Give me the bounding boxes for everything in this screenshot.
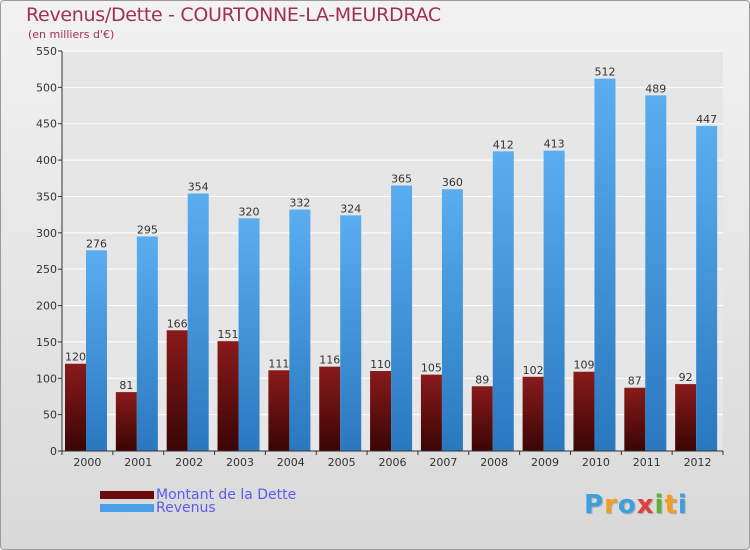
data-label-debt: 166 bbox=[167, 317, 188, 330]
bar-debt bbox=[522, 376, 544, 451]
bar-debt bbox=[268, 370, 290, 451]
bar-revenue bbox=[492, 151, 514, 451]
bar-debt bbox=[471, 386, 493, 451]
legend-item-revenue: Revenus bbox=[100, 500, 216, 516]
legend-label-revenue: Revenus bbox=[156, 500, 216, 516]
y-tick-label: 350 bbox=[36, 190, 57, 203]
legend-label-debt: Montant de la Dette bbox=[156, 487, 297, 503]
data-label-debt: 111 bbox=[268, 357, 289, 370]
data-label-debt: 151 bbox=[218, 328, 239, 341]
data-label-debt: 110 bbox=[370, 358, 391, 371]
y-tick-label: 50 bbox=[43, 409, 57, 422]
x-tick-label: 2011 bbox=[633, 456, 661, 469]
bar-revenue bbox=[136, 236, 158, 451]
data-label-debt: 116 bbox=[319, 354, 340, 367]
bar-revenue bbox=[238, 218, 260, 451]
chart-unit-subtitle: (en milliers d'€) bbox=[28, 28, 115, 41]
data-label-debt: 92 bbox=[679, 371, 693, 384]
legend-swatch-debt bbox=[100, 491, 154, 499]
x-tick-label: 2001 bbox=[124, 456, 152, 469]
data-label-revenue: 412 bbox=[493, 138, 514, 151]
data-label-revenue: 276 bbox=[86, 237, 107, 250]
bar-revenue bbox=[289, 209, 311, 451]
bar-revenue bbox=[187, 193, 209, 451]
bar-revenue bbox=[696, 125, 718, 451]
chart-title: Revenus/Dette - COURTONNE-LA-MEURDRAC bbox=[26, 4, 441, 26]
axes: 0 50 100 150 200 250 300 350 400 450 500 550 2000 200… bbox=[36, 45, 724, 469]
bar-debt bbox=[65, 363, 86, 451]
data-label-debt: 120 bbox=[65, 351, 86, 364]
data-label-debt: 105 bbox=[421, 362, 442, 375]
y-tick-label: 0 bbox=[50, 445, 57, 458]
bars: 120 276 81 295 166 354 151 320 111 332 116 324 110 36… bbox=[65, 66, 718, 452]
y-tick-label: 100 bbox=[36, 372, 57, 385]
bar-debt bbox=[115, 392, 137, 451]
logo-letter: t bbox=[664, 490, 678, 520]
bar-debt bbox=[420, 374, 442, 451]
x-tick-label: 2005 bbox=[328, 456, 356, 469]
data-label-debt: 87 bbox=[628, 375, 642, 388]
x-tick-label: 2007 bbox=[429, 456, 457, 469]
bar-debt bbox=[370, 371, 392, 451]
y-tick-label: 250 bbox=[36, 263, 57, 276]
logo-letter: x bbox=[636, 490, 655, 520]
data-label-revenue: 295 bbox=[137, 223, 158, 236]
data-label-revenue: 489 bbox=[645, 82, 666, 95]
data-label-revenue: 360 bbox=[442, 176, 463, 189]
bar-revenue bbox=[340, 215, 362, 451]
proxiti-logo: Proxiti bbox=[584, 490, 688, 520]
bar-revenue bbox=[645, 95, 667, 451]
data-label-revenue: 332 bbox=[289, 197, 310, 210]
x-tick-label: 2012 bbox=[684, 456, 712, 469]
legend-swatch-revenue bbox=[100, 504, 154, 512]
bar-revenue bbox=[594, 78, 616, 452]
x-tick-label: 2006 bbox=[379, 456, 407, 469]
bar-debt bbox=[166, 330, 188, 451]
x-tick-label: 2000 bbox=[73, 456, 101, 469]
y-tick-label: 150 bbox=[36, 336, 57, 349]
data-label-revenue: 365 bbox=[391, 173, 412, 186]
data-label-debt: 89 bbox=[475, 373, 489, 386]
y-tick-label: 200 bbox=[36, 300, 57, 313]
data-label-revenue: 512 bbox=[594, 66, 615, 79]
data-label-debt: 102 bbox=[523, 364, 544, 377]
y-tick-label: 450 bbox=[36, 118, 57, 131]
bar-debt bbox=[624, 387, 646, 451]
bar-debt bbox=[675, 384, 697, 451]
logo-letter: P bbox=[584, 490, 605, 520]
x-tick-label: 2002 bbox=[175, 456, 203, 469]
bar-debt bbox=[319, 366, 341, 451]
x-tick-label: 2009 bbox=[531, 456, 559, 469]
bar-debt bbox=[573, 371, 595, 451]
data-label-revenue: 354 bbox=[188, 181, 209, 194]
logo-letter: i bbox=[654, 490, 665, 520]
bar-debt bbox=[217, 341, 239, 451]
x-tick-label: 2004 bbox=[277, 456, 305, 469]
logo-letter: i bbox=[677, 490, 688, 520]
data-label-revenue: 413 bbox=[544, 138, 565, 151]
y-tick-label: 300 bbox=[36, 227, 57, 240]
data-label-revenue: 324 bbox=[340, 202, 361, 215]
y-tick-label: 500 bbox=[36, 81, 57, 94]
data-label-revenue: 447 bbox=[696, 113, 717, 126]
y-tick-label: 550 bbox=[36, 45, 57, 58]
x-tick-label: 2003 bbox=[226, 456, 254, 469]
bar-revenue bbox=[391, 185, 413, 451]
data-label-revenue: 320 bbox=[239, 205, 260, 218]
data-label-debt: 109 bbox=[573, 359, 594, 372]
bar-revenue bbox=[86, 250, 107, 451]
x-tick-label: 2008 bbox=[480, 456, 508, 469]
logo-letter: o bbox=[617, 490, 637, 520]
y-tick-label: 400 bbox=[36, 154, 57, 167]
legend-item-debt: Montant de la Dette bbox=[100, 487, 296, 503]
bar-revenue bbox=[543, 150, 565, 452]
data-label-debt: 81 bbox=[119, 379, 133, 392]
logo-letter: r bbox=[604, 490, 618, 520]
x-tick-label: 2010 bbox=[582, 456, 610, 469]
bar-revenue bbox=[441, 189, 463, 451]
